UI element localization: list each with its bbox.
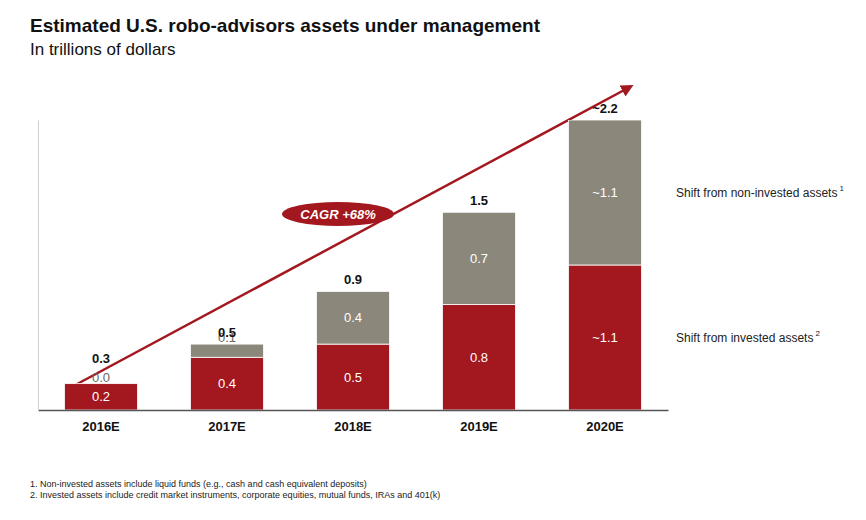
y-axis [38,121,39,411]
series-name-text: Shift from non-invested assets [676,186,837,200]
chart-container: Estimated U.S. robo-advisors assets unde… [0,0,866,520]
bar-segment [64,384,137,410]
total-label: 0.5 [218,325,236,340]
bar-segment [568,120,641,265]
x-tick: 2020E [586,410,624,434]
bar-segment [442,212,515,304]
data-label: 0.2 [92,389,110,404]
footnote: 1. Non-invested assets include liquid fu… [30,479,367,489]
footnotes: 1. Non-invested assets include liquid fu… [30,479,440,500]
x-tick: 2019E [460,410,498,434]
cagr-pill [282,202,394,226]
data-label: 0.5 [344,370,362,385]
bar-segment [190,357,263,410]
data-label: 0.0 [92,370,110,385]
series-bars [64,265,641,410]
series-names: Shift from invested assets2 Shift from no… [676,183,844,345]
bar-segment [316,291,389,344]
data-label: 0.4 [218,376,236,391]
data-label: ~1.1 [592,330,618,345]
x-tick-label: 2018E [334,419,372,434]
x-axis-line [39,410,669,412]
bar-segment [568,265,641,410]
series-bars [190,120,641,357]
x-tick: 2018E [334,410,372,434]
y-axis-line [38,121,39,411]
x-tick: 2016E [82,410,120,434]
total-label: 1.5 [470,193,488,208]
subtitle: In trillions of dollars [30,40,176,59]
footnote-ref: 2 [815,328,820,337]
x-tick: 2017E [208,410,246,434]
x-tick-label: 2019E [460,419,498,434]
bars [64,120,641,410]
x-tick-label: 2017E [208,419,246,434]
data-label: 0.8 [470,350,488,365]
data-label: ~1.1 [592,185,618,200]
bar-segment [190,344,263,357]
bar-segment [442,305,515,410]
footnote: 2. Invested assets include credit market… [30,490,440,500]
x-axis: 2016E 2017E 2018E 2019E 2020E [39,410,669,434]
series-name: Shift from invested assets2 [676,328,820,345]
total-label: ~2.2 [592,101,618,116]
data-labels: 0.20.40.50.8~1.10.00.10.40.7~1.1 [92,185,618,404]
x-tick-label: 2016E [82,419,120,434]
chart-svg: Estimated U.S. robo-advisors assets unde… [0,0,866,520]
footnote-ref: 1 [839,183,844,192]
series-name-text: Shift from invested assets [676,331,813,345]
bar-segment [316,344,389,410]
total-label: 0.9 [344,272,362,287]
series-name: Shift from non-invested assets1 [676,183,844,200]
data-label: 0.7 [470,251,488,266]
data-label: 0.4 [344,310,362,325]
cagr-label: CAGR +68% [300,207,376,222]
total-label: 0.3 [92,351,110,366]
totals: 0.3 0.5 0.9 1.5 ~2.2 [92,101,618,366]
title: Estimated U.S. robo-advisors assets unde… [30,15,541,36]
x-tick-label: 2020E [586,419,624,434]
